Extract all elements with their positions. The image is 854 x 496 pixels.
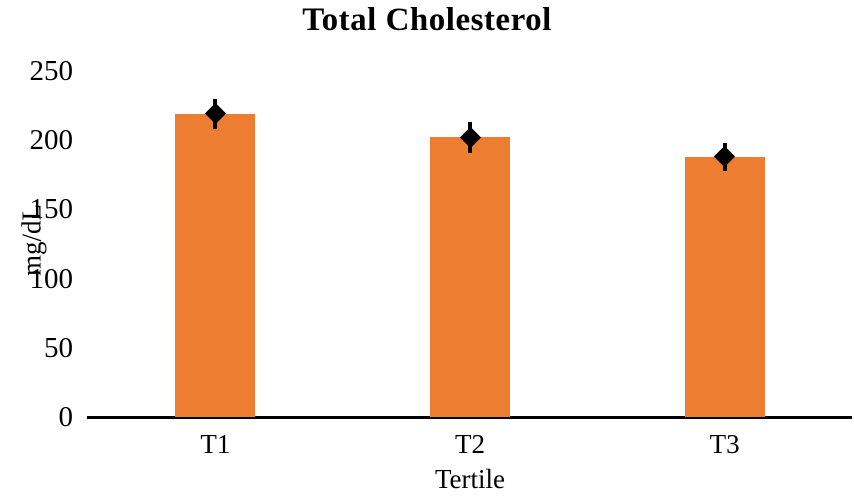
bar-t1: [175, 113, 256, 417]
chart-title: Total Cholesterol: [302, 2, 552, 38]
x-axis-title: Tertile: [434, 464, 506, 494]
x-axis-category-label: T1: [200, 429, 231, 459]
y-axis-tick-label: 100: [29, 262, 74, 295]
bar-t3: [684, 156, 765, 417]
y-axis-tick-label: 50: [44, 331, 73, 364]
x-axis-line: [87, 416, 852, 419]
x-axis-category-label: T3: [709, 429, 740, 459]
x-axis-category-label: T2: [454, 429, 485, 459]
y-axis-tick-label: 0: [58, 401, 74, 433]
y-axis-tick-label: 250: [29, 55, 74, 87]
bar-t2: [430, 137, 510, 417]
y-axis-tick-label: 200: [29, 124, 74, 157]
y-axis-tick-label: 150: [29, 193, 74, 226]
